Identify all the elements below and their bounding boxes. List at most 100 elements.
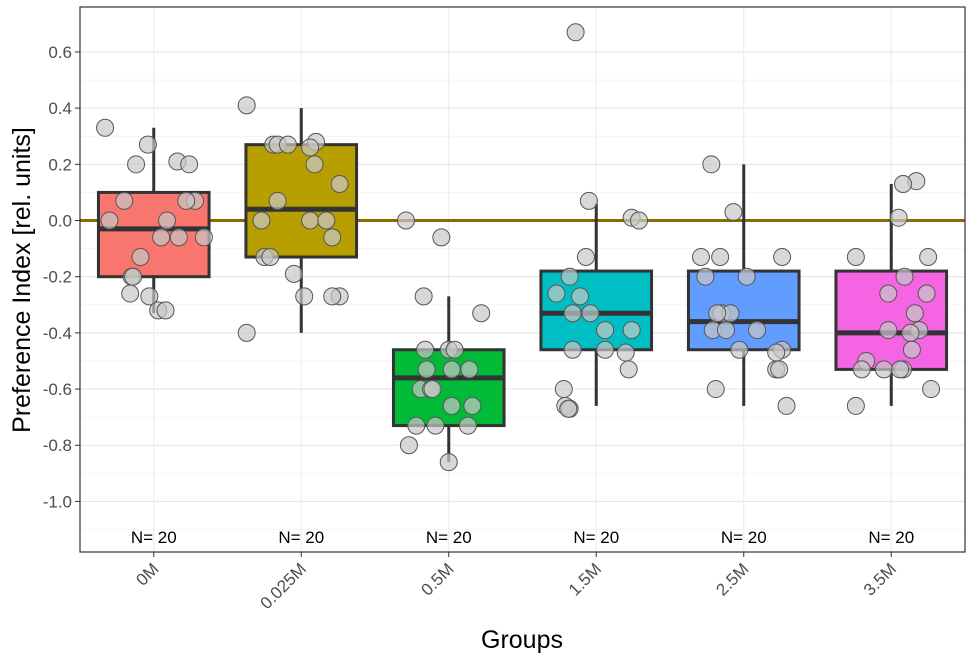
point-3-10 (596, 321, 615, 340)
x-tick-label-1: 0.025M (257, 559, 311, 613)
point-5-15 (874, 360, 893, 379)
point-5-5 (895, 267, 914, 286)
point-5-8 (905, 304, 924, 323)
point-1-14 (261, 248, 280, 267)
point-3-12 (563, 340, 582, 359)
point-1-12 (323, 228, 342, 247)
y-axis-title: Preference Index [rel. units] (8, 127, 36, 433)
point-0-5 (115, 191, 134, 210)
point-2-6 (445, 340, 464, 359)
x-tick-label-2: 0.5M (417, 559, 457, 599)
point-3-5 (560, 267, 579, 286)
point-1-15 (284, 264, 303, 283)
point-4-9 (708, 304, 727, 323)
point-2-18 (399, 436, 418, 455)
point-2-1 (432, 228, 451, 247)
point-0-15 (124, 267, 143, 286)
gridlines (80, 7, 965, 552)
x-tick-label-3: 1.5M (565, 559, 605, 599)
point-3-6 (547, 284, 566, 303)
point-3-14 (616, 343, 635, 362)
point-0-11 (169, 228, 188, 247)
point-0-17 (140, 287, 159, 306)
point-2-17 (458, 416, 477, 435)
point-5-9 (879, 321, 898, 340)
point-0-7 (177, 191, 196, 210)
plot-background (80, 7, 965, 552)
point-1-11 (317, 211, 336, 230)
x-tick-label-4: 2.5M (712, 559, 752, 599)
point-4-2 (691, 248, 710, 267)
point-1-9 (252, 211, 271, 230)
point-2-9 (460, 360, 479, 379)
point-2-0 (396, 211, 415, 230)
y-tick-label-4: -0.2 (43, 268, 72, 287)
plot-border (79, 6, 966, 553)
y-tick-label-1: 0.4 (48, 99, 72, 118)
point-2-16 (426, 416, 445, 435)
point-4-5 (696, 267, 715, 286)
point-4-1 (724, 203, 743, 222)
point-0-9 (158, 211, 177, 230)
point-3-1 (579, 191, 598, 210)
point-1-16 (295, 287, 314, 306)
point-3-11 (622, 321, 641, 340)
point-4-3 (711, 248, 730, 267)
n-label-0: N= 20 (131, 528, 177, 547)
y-tick-label-8: -1.0 (43, 492, 72, 511)
point-0-16 (121, 284, 140, 303)
point-4-11 (717, 321, 736, 340)
x-axis-ticks: 0M 0.025M 0.5M 1.5M 2.5M 3.5M (132, 552, 900, 613)
point-2-7 (417, 360, 436, 379)
point-4-19 (777, 396, 796, 415)
y-tick-label-5: -0.4 (43, 324, 72, 343)
point-4-12 (748, 321, 767, 340)
point-3-4 (576, 248, 595, 267)
point-2-14 (463, 396, 482, 415)
x-tick-label-0: 0M (132, 559, 162, 589)
n-label-1: N= 20 (278, 528, 324, 547)
point-1-19 (237, 323, 256, 342)
jitter-points (96, 23, 941, 472)
point-2-8 (442, 360, 461, 379)
point-5-7 (917, 284, 936, 303)
point-0-10 (152, 228, 171, 247)
y-tick-label-0: 0.6 (48, 43, 72, 62)
point-0-2 (127, 155, 146, 174)
point-0-13 (131, 248, 150, 267)
point-5-6 (879, 284, 898, 303)
y-tick-label-2: 0.2 (48, 155, 72, 174)
point-5-18 (922, 380, 941, 399)
point-3-19 (559, 399, 578, 418)
point-1-10 (301, 211, 320, 230)
point-0-0 (96, 118, 115, 137)
point-3-3 (630, 211, 649, 230)
point-1-7 (330, 174, 349, 193)
point-2-19 (439, 453, 458, 472)
point-5-17 (891, 360, 910, 379)
point-3-0 (566, 23, 585, 42)
n-label-3: N= 20 (573, 528, 619, 547)
point-3-8 (563, 304, 582, 323)
point-2-2 (414, 287, 433, 306)
point-1-6 (305, 155, 324, 174)
point-3-13 (596, 340, 615, 359)
y-tick-label-3: 0.0 (48, 212, 72, 231)
point-4-6 (737, 267, 756, 286)
point-4-14 (730, 340, 749, 359)
point-2-4 (416, 340, 435, 359)
point-1-3 (278, 135, 297, 154)
point-5-19 (846, 396, 865, 415)
n-label-4: N= 20 (721, 528, 767, 547)
point-5-11 (901, 323, 920, 342)
point-2-15 (407, 416, 426, 435)
point-4-15 (767, 343, 786, 362)
point-4-4 (773, 248, 792, 267)
n-label-2: N= 20 (426, 528, 472, 547)
point-4-17 (770, 360, 789, 379)
y-axis-ticks: 0.6 0.4 0.2 0.0 -0.2 -0.4 -0.6 -0.8 -1.0 (43, 43, 80, 511)
point-0-1 (138, 135, 157, 154)
point-1-18 (323, 287, 342, 306)
point-4-18 (706, 380, 725, 399)
point-1-8 (268, 191, 287, 210)
